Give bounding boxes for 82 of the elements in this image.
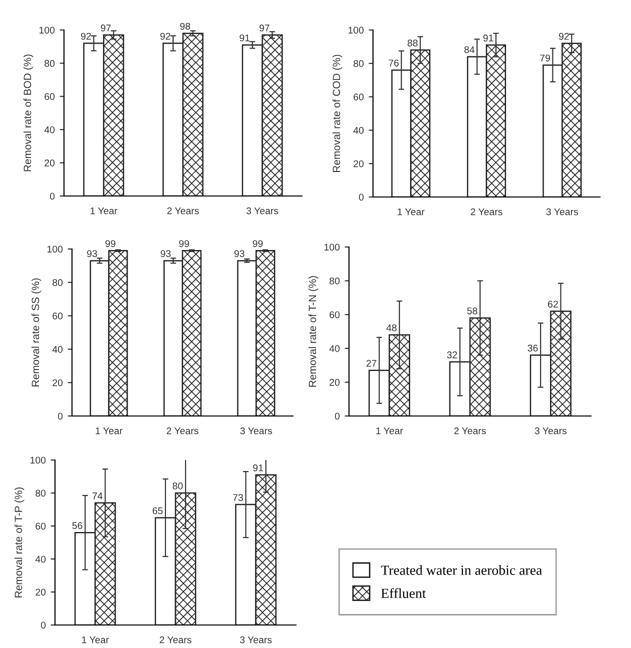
x-tick-label: 3 Years bbox=[240, 427, 272, 434]
x-tick-label: 2 Years bbox=[166, 427, 198, 434]
y-tick-label: 60 bbox=[354, 94, 364, 100]
legend-label: Effluent bbox=[381, 588, 426, 598]
data-label: 56 bbox=[72, 522, 82, 530]
x-tick-label: 3 Years bbox=[240, 636, 272, 644]
y-axis-title: Removal rate of T-P (%) bbox=[14, 487, 24, 598]
data-label: 93 bbox=[234, 250, 244, 258]
y-tick-label: 80 bbox=[52, 279, 63, 286]
y-tick-label: 100 bbox=[47, 246, 63, 253]
data-label: 99 bbox=[179, 240, 190, 248]
data-label: 65 bbox=[152, 507, 163, 514]
y-tick-label: 20 bbox=[44, 160, 55, 166]
y-tick-label: 40 bbox=[35, 556, 46, 563]
y-axis-title: Removal rate of T-N (%) bbox=[308, 276, 318, 387]
y-tick-label: 0 bbox=[58, 412, 63, 420]
data-label: 91 bbox=[253, 464, 263, 472]
data-label: 97 bbox=[100, 24, 111, 32]
y-axis-title: Removal rate of SS (%) bbox=[31, 278, 42, 386]
y-axis-title: Removal rate of COD (%) bbox=[332, 54, 342, 172]
data-label: 27 bbox=[366, 360, 376, 367]
data-label: 98 bbox=[180, 22, 190, 30]
x-tick-label: 3 Years bbox=[246, 207, 278, 214]
x-tick-label: 1 Year bbox=[96, 427, 122, 434]
data-label: 92 bbox=[160, 32, 170, 40]
y-tick-label: 60 bbox=[52, 312, 63, 320]
y-tick-label: 40 bbox=[329, 345, 340, 352]
x-tick-label: 1 Year bbox=[376, 427, 403, 434]
data-label: 88 bbox=[408, 40, 418, 46]
legend-label: Treated water in aerobic area bbox=[381, 565, 542, 575]
y-tick-label: 100 bbox=[30, 456, 46, 464]
y-tick-label: 60 bbox=[44, 93, 55, 100]
y-tick-label: 80 bbox=[330, 278, 340, 284]
y-tick-label: 80 bbox=[44, 60, 55, 67]
x-tick-label: 2 Years bbox=[167, 207, 199, 214]
x-tick-label: 2 Years bbox=[470, 208, 502, 216]
y-tick-label: 20 bbox=[330, 378, 340, 386]
y-tick-label: 100 bbox=[39, 26, 55, 34]
data-label: 79 bbox=[540, 54, 550, 62]
data-label: 73 bbox=[233, 494, 243, 501]
y-tick-label: 40 bbox=[52, 346, 63, 353]
y-tick-label: 100 bbox=[348, 26, 364, 34]
y-tick-label: 20 bbox=[52, 379, 63, 386]
data-label: 93 bbox=[87, 250, 97, 258]
data-label: 76 bbox=[388, 60, 399, 66]
data-label: 92 bbox=[559, 32, 569, 40]
data-label: 36 bbox=[528, 344, 538, 352]
x-tick-label: 2 Years bbox=[160, 636, 192, 644]
x-tick-label: 3 Years bbox=[546, 208, 578, 216]
data-label: 99 bbox=[105, 240, 116, 248]
data-label: 74 bbox=[92, 492, 103, 500]
data-label: 91 bbox=[483, 34, 494, 42]
x-tick-label: 3 Years bbox=[534, 427, 567, 434]
data-label: 92 bbox=[81, 32, 91, 40]
y-tick-label: 0 bbox=[334, 412, 340, 420]
y-tick-label: 0 bbox=[40, 622, 46, 629]
data-label: 99 bbox=[252, 240, 263, 248]
data-label: 80 bbox=[172, 482, 183, 490]
y-tick-label: 80 bbox=[354, 60, 364, 68]
x-tick-label: 1 Year bbox=[82, 636, 109, 644]
y-tick-label: 0 bbox=[358, 194, 364, 201]
x-tick-label: 1 Year bbox=[90, 207, 118, 214]
y-axis-title: Removal rate of BOD (%) bbox=[23, 54, 34, 172]
y-tick-label: 20 bbox=[36, 588, 46, 596]
data-label: 84 bbox=[464, 46, 474, 54]
data-label: 62 bbox=[548, 300, 558, 308]
y-tick-label: 20 bbox=[354, 160, 364, 168]
data-label: 91 bbox=[240, 34, 250, 42]
data-label: 32 bbox=[447, 351, 458, 358]
data-label: 97 bbox=[260, 24, 270, 32]
y-tick-label: 0 bbox=[50, 192, 55, 200]
y-tick-label: 40 bbox=[353, 126, 364, 134]
data-label: 58 bbox=[467, 307, 478, 314]
x-tick-label: 2 Years bbox=[454, 427, 486, 434]
y-tick-label: 60 bbox=[36, 522, 46, 530]
data-label: 93 bbox=[160, 250, 171, 258]
data-label: 48 bbox=[386, 324, 397, 332]
y-tick-label: 80 bbox=[36, 490, 46, 497]
y-tick-label: 40 bbox=[44, 126, 55, 134]
x-tick-label: 1 Year bbox=[398, 208, 424, 216]
y-tick-label: 100 bbox=[324, 244, 340, 251]
y-tick-label: 60 bbox=[330, 311, 340, 318]
